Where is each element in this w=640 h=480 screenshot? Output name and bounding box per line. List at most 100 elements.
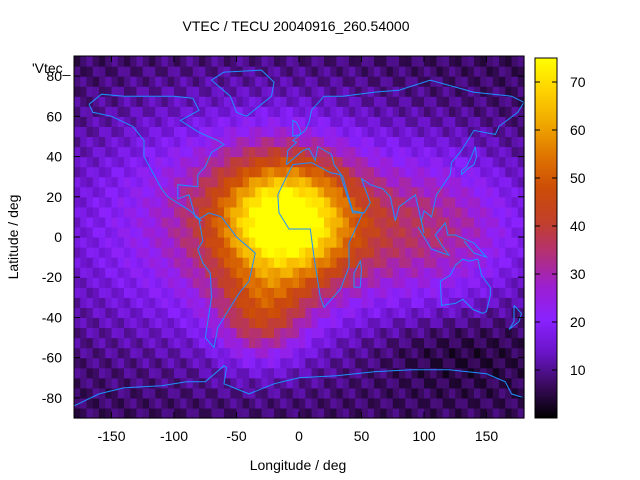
heat-cell (180, 247, 188, 258)
heat-cell (299, 397, 306, 409)
heat-cell (330, 106, 338, 117)
heat-cell (442, 347, 450, 359)
heat-cell (361, 196, 369, 208)
heat-cell (142, 206, 150, 218)
heat-cell (417, 106, 425, 117)
heat-cell (405, 357, 413, 369)
heat-cell (380, 166, 388, 178)
heat-cell (149, 367, 156, 379)
heat-cell (99, 347, 106, 359)
heat-cell (105, 206, 113, 218)
heat-cell (92, 196, 100, 208)
heat-cell (199, 367, 206, 379)
heat-cell (136, 407, 144, 419)
heat-cell (486, 56, 494, 67)
heat-cell (505, 377, 513, 389)
heat-cell (324, 317, 331, 329)
heat-cell (161, 146, 169, 158)
heat-cell (230, 186, 238, 198)
heat-cell (230, 347, 238, 359)
heat-cell (405, 146, 413, 158)
heat-cell (255, 96, 263, 107)
heat-cell (99, 86, 106, 97)
heat-cell (92, 287, 100, 298)
heat-cell (349, 247, 356, 258)
heat-cell (111, 267, 119, 278)
heat-cell (467, 327, 475, 339)
heat-cell (467, 377, 475, 389)
heat-cell (299, 96, 306, 107)
heat-cell (349, 377, 356, 389)
heat-cell (411, 86, 419, 97)
heat-cell (342, 337, 350, 349)
heat-cell (361, 237, 369, 248)
heat-cell (292, 267, 300, 278)
heat-cell (149, 277, 156, 288)
heat-cell (349, 337, 356, 349)
heat-cell (424, 387, 431, 399)
heat-cell (374, 186, 381, 198)
heat-cell (199, 186, 206, 198)
heat-cell (492, 86, 500, 97)
heat-cell (149, 377, 156, 389)
heat-cell (242, 146, 250, 158)
coastline-australia (439, 258, 491, 314)
heat-cell (186, 327, 194, 339)
heat-cell (436, 96, 444, 107)
heat-cell (224, 367, 231, 379)
heat-cell (324, 196, 331, 208)
heat-cell (286, 277, 294, 288)
heat-cell (492, 56, 500, 67)
heat-cell (486, 297, 494, 308)
heat-cell (149, 66, 156, 77)
heat-cell (317, 367, 325, 379)
heat-cell (92, 176, 100, 188)
heat-cell (511, 156, 519, 168)
heat-cell (280, 387, 288, 399)
heat-cell (511, 317, 519, 329)
heat-cell (461, 186, 469, 198)
heat-cell (461, 387, 469, 399)
heat-cell (224, 226, 231, 238)
heat-cell (192, 257, 200, 268)
heat-cell (324, 397, 331, 409)
heat-cell (342, 327, 350, 339)
heat-cell (280, 206, 288, 218)
heat-cell (142, 267, 150, 278)
heat-cell (299, 237, 306, 248)
heat-cell (155, 257, 163, 268)
heat-cell (305, 226, 313, 238)
heat-cell (367, 397, 375, 409)
heat-cell (442, 226, 450, 238)
heat-cell (405, 216, 413, 228)
heat-cell (274, 307, 281, 319)
heat-cell (330, 76, 338, 87)
heat-cell (292, 56, 300, 67)
heat-cell (342, 136, 350, 148)
heat-cell (230, 156, 238, 168)
heat-cell (217, 56, 225, 67)
heat-cell (292, 106, 300, 117)
heat-cell (161, 377, 169, 389)
heat-cell (424, 267, 431, 278)
heat-cell (274, 86, 281, 97)
heat-cell (361, 307, 369, 319)
heat-cell (255, 397, 263, 409)
heat-cell (80, 367, 88, 379)
heat-cell (399, 56, 406, 67)
heat-cell (192, 277, 200, 288)
heat-cell (330, 86, 338, 97)
heat-cell (249, 397, 256, 409)
heat-cell (355, 347, 363, 359)
heat-cell (205, 166, 213, 178)
heat-cell (299, 337, 306, 349)
heat-cell (280, 327, 288, 339)
heat-cell (211, 166, 219, 178)
heat-cell (324, 347, 331, 359)
heat-cell (411, 307, 419, 319)
heat-cell (299, 267, 306, 278)
heat-cell (280, 56, 288, 67)
heat-cell (74, 347, 81, 359)
heat-cell (430, 327, 438, 339)
heat-cell (136, 56, 144, 67)
